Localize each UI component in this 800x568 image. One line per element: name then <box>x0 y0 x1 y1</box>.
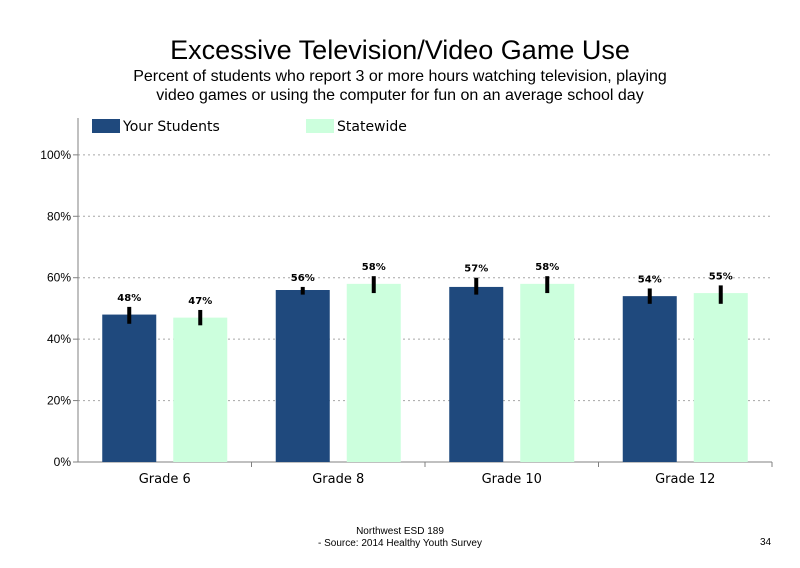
y-tick-label: 60% <box>47 271 71 285</box>
data-label: 56% <box>291 273 315 284</box>
footer-organization: Northwest ESD 189 <box>356 526 444 537</box>
legend-swatch <box>92 119 120 133</box>
x-tick-label: Grade 10 <box>482 472 542 487</box>
legend-label: Statewide <box>337 119 407 135</box>
bar <box>449 286 504 462</box>
data-label: 54% <box>638 274 662 285</box>
legend-swatch <box>306 119 334 133</box>
data-label: 55% <box>709 271 733 282</box>
data-label: 47% <box>188 296 212 307</box>
data-label: 48% <box>117 293 141 304</box>
y-tick-label: 20% <box>47 394 71 408</box>
bar <box>693 293 748 462</box>
footer-source: - Source: 2014 Healthy Youth Survey <box>318 538 482 549</box>
page-number: 34 <box>760 537 772 548</box>
data-label: 58% <box>535 262 559 273</box>
x-tick-label: Grade 6 <box>139 472 191 487</box>
x-tick-label: Grade 8 <box>312 472 364 487</box>
y-tick-label: 40% <box>47 332 71 346</box>
bar <box>173 317 228 462</box>
x-tick-label: Grade 12 <box>655 472 715 487</box>
y-tick-label: 100% <box>40 148 71 162</box>
y-tick-label: 80% <box>47 209 71 223</box>
bar <box>102 314 157 462</box>
bar <box>622 296 677 462</box>
bar <box>346 283 401 462</box>
bar <box>520 283 575 462</box>
chart-subtitle: Percent of students who report 3 or more… <box>133 68 667 104</box>
bar <box>275 290 330 462</box>
data-label: 58% <box>362 262 386 273</box>
legend-label: Your Students <box>122 119 220 135</box>
chart-title: Excessive Television/Video Game Use <box>170 35 630 65</box>
y-tick-label: 0% <box>54 455 72 469</box>
data-label: 57% <box>464 264 488 275</box>
